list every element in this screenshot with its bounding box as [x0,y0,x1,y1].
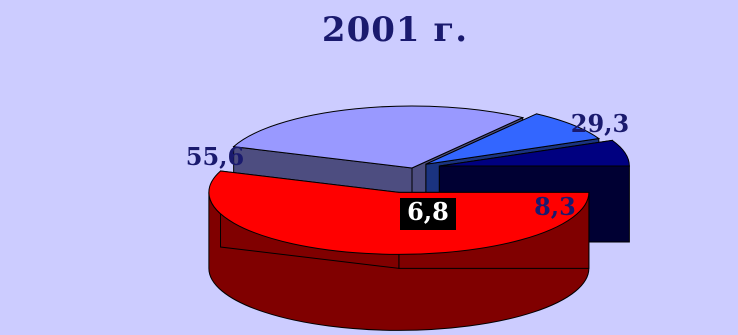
pie-slice [439,139,630,167]
pie-slice [232,105,525,169]
data-label: 6,8 [407,197,449,226]
pie-tops [208,105,630,255]
data-label: 55,6 [186,142,244,171]
data-label-background [400,198,456,230]
chart-title: 2001 г. [321,10,469,50]
pie-labels: 55,6 29,3 8,3 6,8 [186,109,629,230]
data-label: 8,3 [534,192,576,221]
pie-slice [425,113,601,165]
data-label: 29,3 [571,109,629,138]
pie-slice [208,170,590,255]
